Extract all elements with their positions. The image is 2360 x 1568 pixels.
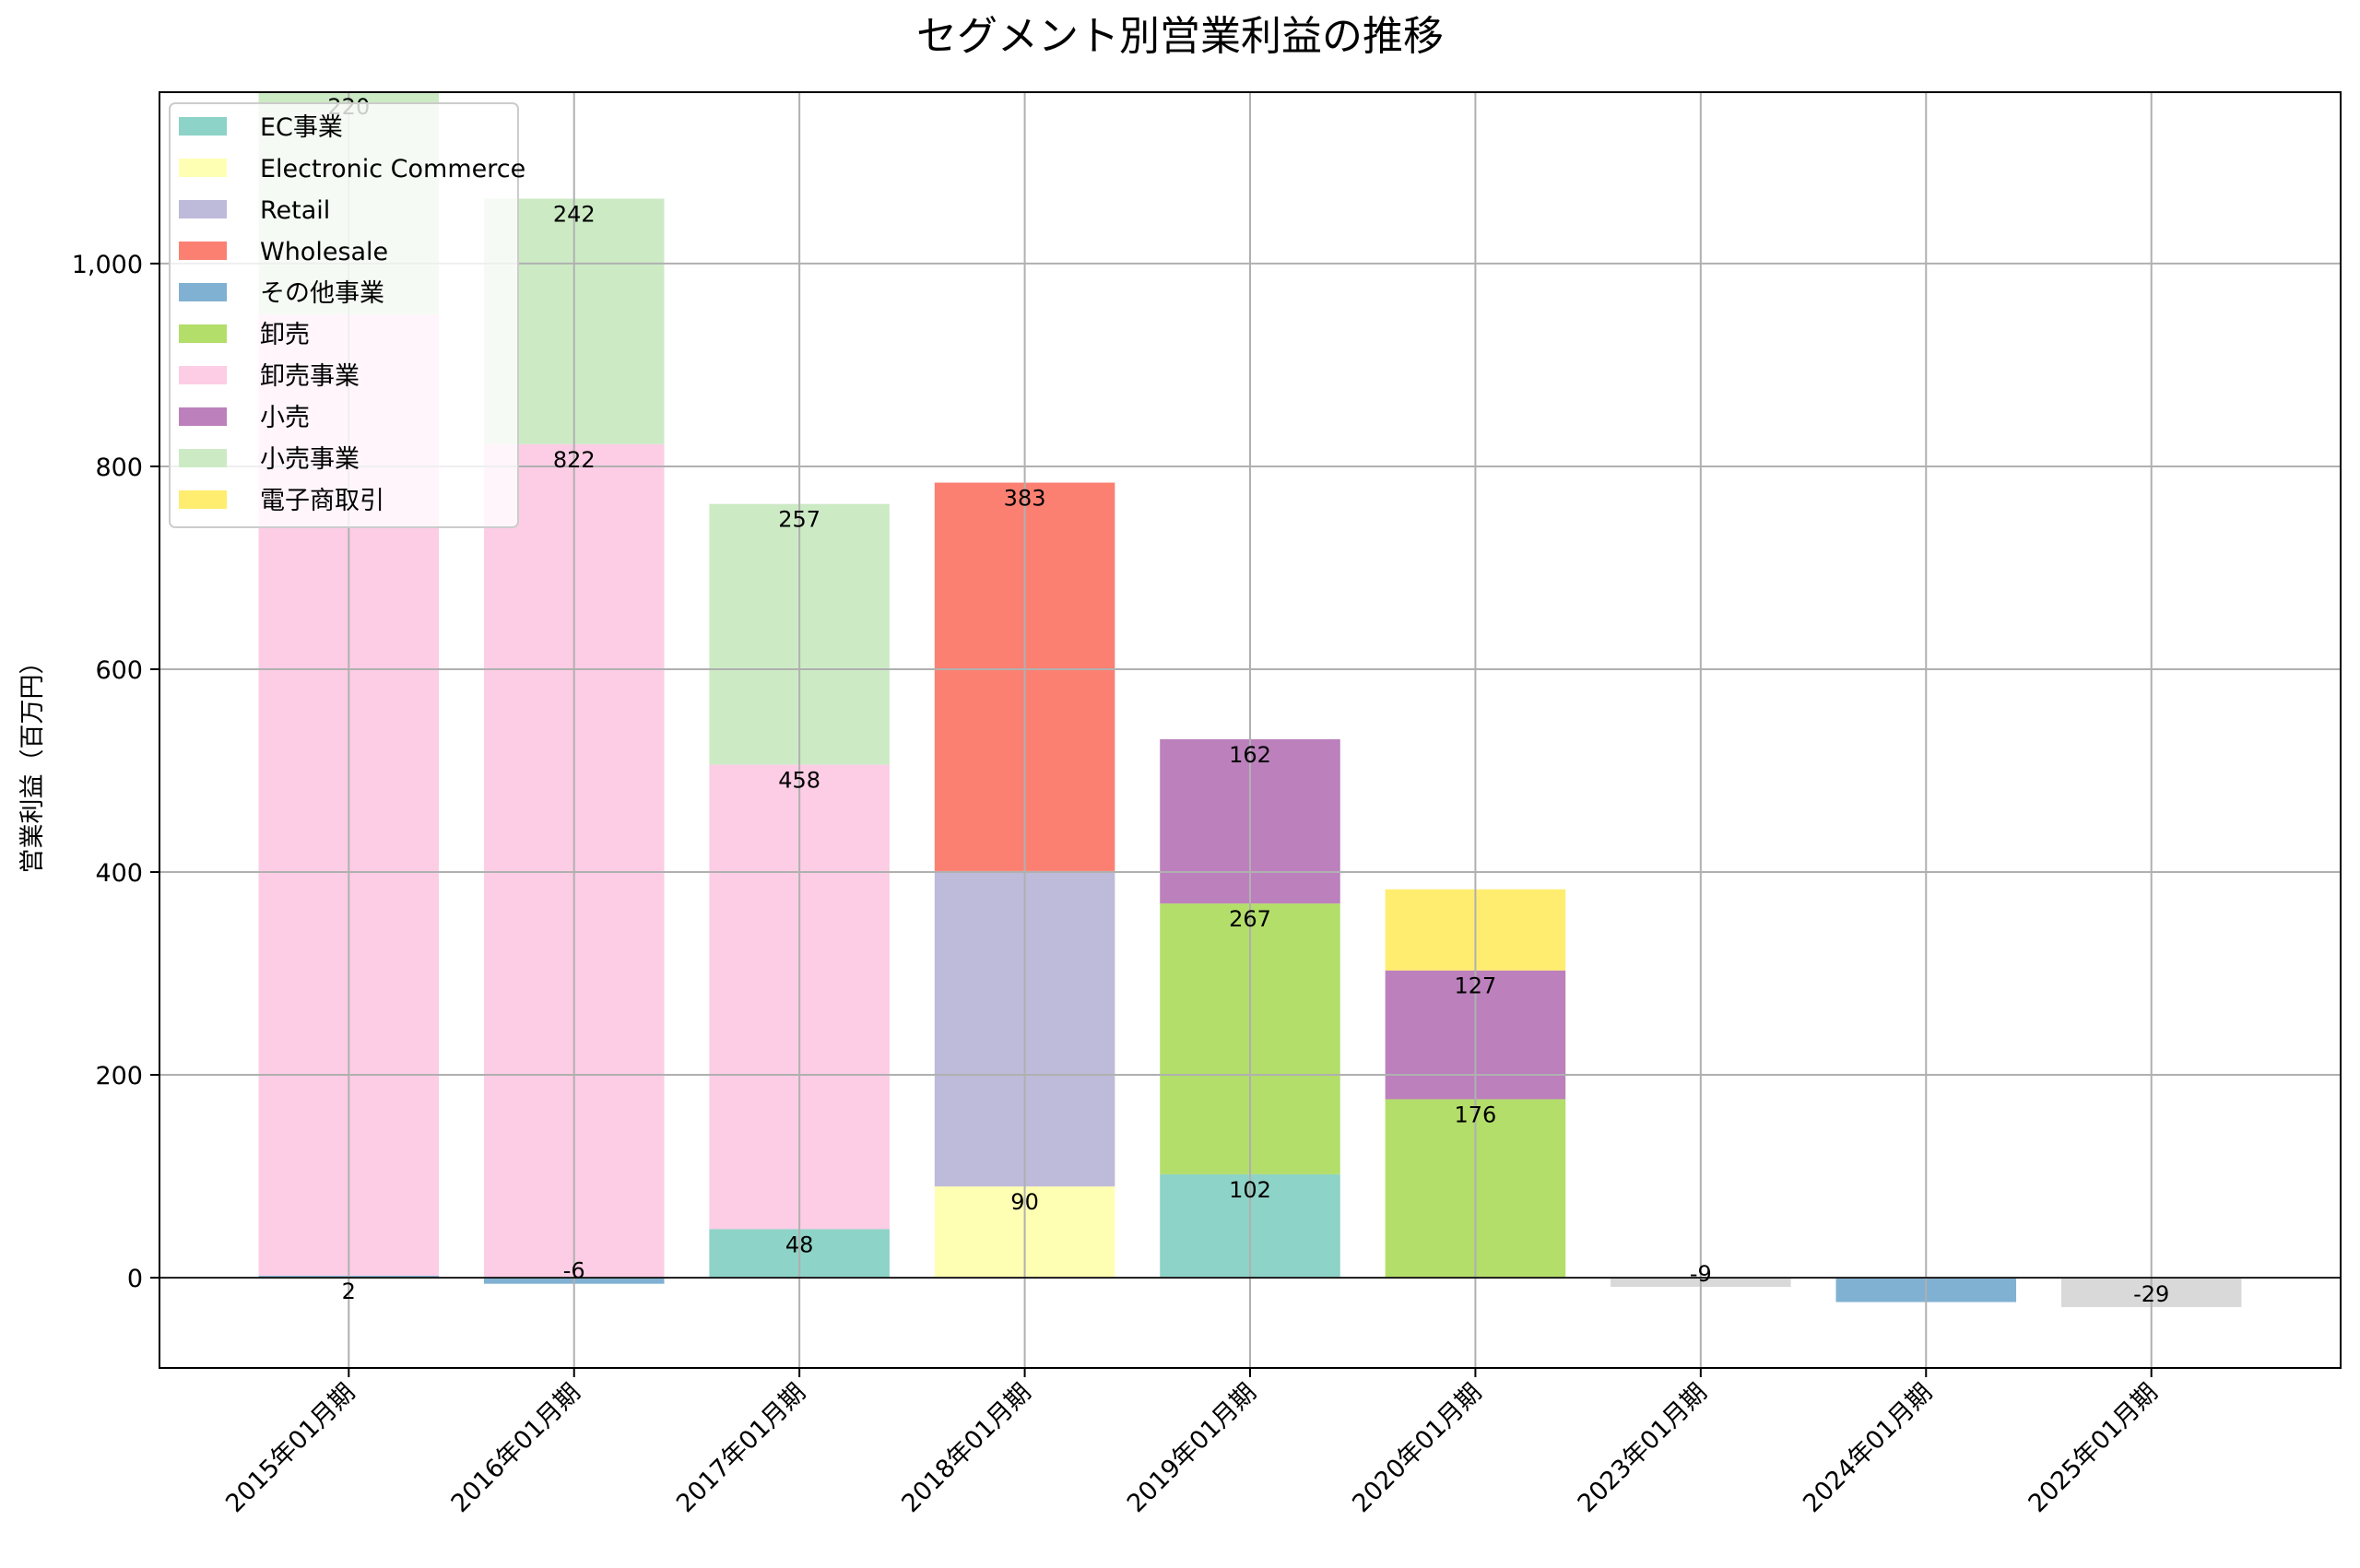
- y-tick-label: 200: [95, 1062, 143, 1091]
- x-tick-label: 2015年01月期: [220, 1378, 360, 1518]
- legend-swatch: [179, 159, 227, 177]
- bar-label: -29: [2133, 1281, 2169, 1307]
- legend-swatch: [179, 490, 227, 509]
- bar-label: 257: [778, 507, 820, 533]
- x-tick-label: 2023年01月期: [1573, 1378, 1713, 1518]
- x-tick-label: 2020年01月期: [1347, 1378, 1487, 1518]
- legend-swatch: [179, 242, 227, 260]
- bar-label: 267: [1229, 906, 1271, 932]
- legend-swatch: [179, 449, 227, 467]
- y-tick-label: 400: [95, 859, 143, 888]
- bar-label: 2: [342, 1279, 356, 1304]
- legend-label: EC事業: [260, 113, 343, 142]
- bar-label: 48: [785, 1232, 814, 1257]
- legend-label: Retail: [260, 196, 330, 225]
- bar-label: -6: [563, 1258, 585, 1284]
- legend-swatch: [179, 117, 227, 136]
- bar-label: 822: [553, 447, 596, 473]
- legend-label: その他事業: [260, 279, 384, 308]
- chart-title: セグメント別営業利益の推移: [916, 13, 1444, 60]
- y-axis-label: 営業利益（百万円）: [18, 650, 47, 874]
- x-tick-label: 2016年01月期: [446, 1378, 586, 1518]
- x-tick-label: 2018年01月期: [896, 1378, 1036, 1518]
- bar-label: -9: [1690, 1261, 1712, 1287]
- legend-swatch: [179, 200, 227, 218]
- legend-label: 電子商取引: [260, 487, 384, 515]
- legend-label: 小売: [260, 404, 310, 432]
- legend-label: Electronic Commerce: [260, 155, 525, 183]
- legend-label: 卸売: [260, 321, 310, 349]
- y-tick-label: 800: [95, 454, 143, 482]
- legend-swatch: [179, 407, 227, 426]
- bar-label: 242: [553, 202, 596, 228]
- bar-label: 162: [1229, 742, 1271, 768]
- legend-label: 卸売事業: [260, 362, 360, 391]
- bar-label: 127: [1455, 973, 1497, 999]
- bar-label: 90: [1010, 1189, 1039, 1215]
- y-tick-label: 600: [95, 656, 143, 685]
- x-tick-label: 2017年01月期: [671, 1378, 811, 1518]
- legend-box: [169, 102, 519, 528]
- bar-label: 176: [1455, 1102, 1497, 1127]
- legend-swatch: [179, 283, 227, 301]
- x-tick-label: 2024年01月期: [1798, 1378, 1938, 1518]
- legend: EC事業 Electronic Commerce Retail Wholesale その…: [169, 102, 525, 528]
- legend-label: 小売事業: [260, 445, 360, 474]
- bar-label: 383: [1004, 486, 1046, 512]
- y-tick-label: 1,000: [72, 251, 143, 279]
- legend-swatch: [179, 324, 227, 343]
- x-tick-label: 2019年01月期: [1122, 1378, 1262, 1518]
- bar-label: 102: [1229, 1177, 1271, 1203]
- bar-labels-layer: 48102903832-6267176822458162127220242257…: [327, 94, 2169, 1307]
- y-tick-label: 0: [127, 1265, 143, 1293]
- x-tick-label: 2025年01月期: [2024, 1378, 2164, 1518]
- legend-label: Wholesale: [260, 238, 388, 266]
- bar-label: 458: [778, 767, 820, 793]
- legend-swatch: [179, 366, 227, 384]
